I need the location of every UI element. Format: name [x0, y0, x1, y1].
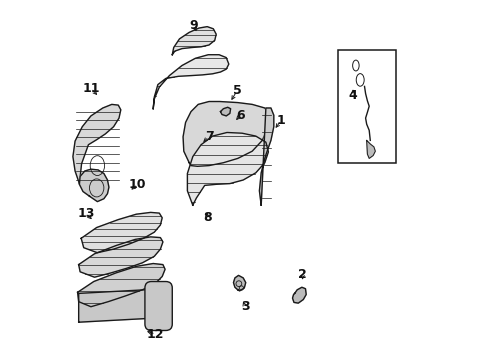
- Polygon shape: [79, 237, 163, 277]
- Polygon shape: [79, 289, 165, 322]
- Polygon shape: [77, 264, 165, 307]
- Polygon shape: [73, 104, 121, 184]
- FancyBboxPatch shape: [145, 282, 172, 330]
- Polygon shape: [187, 132, 269, 205]
- Text: 5: 5: [233, 84, 242, 97]
- Polygon shape: [183, 102, 270, 166]
- Text: 11: 11: [82, 82, 99, 95]
- Polygon shape: [172, 27, 216, 55]
- Text: 8: 8: [203, 211, 212, 224]
- Text: 12: 12: [147, 328, 165, 341]
- Polygon shape: [220, 107, 231, 116]
- Polygon shape: [259, 108, 274, 205]
- Text: 4: 4: [348, 89, 357, 102]
- Polygon shape: [81, 212, 162, 253]
- Text: 6: 6: [236, 109, 245, 122]
- Text: 3: 3: [241, 300, 249, 313]
- Polygon shape: [233, 275, 245, 291]
- Text: 9: 9: [190, 19, 198, 32]
- Polygon shape: [153, 55, 229, 109]
- Text: 13: 13: [77, 207, 95, 220]
- Polygon shape: [79, 169, 109, 202]
- Text: 2: 2: [298, 268, 307, 281]
- Text: 7: 7: [205, 130, 213, 143]
- Text: 1: 1: [277, 114, 285, 127]
- Bar: [338, 50, 396, 163]
- Text: 10: 10: [129, 178, 147, 191]
- Polygon shape: [293, 287, 306, 303]
- Polygon shape: [367, 140, 375, 158]
